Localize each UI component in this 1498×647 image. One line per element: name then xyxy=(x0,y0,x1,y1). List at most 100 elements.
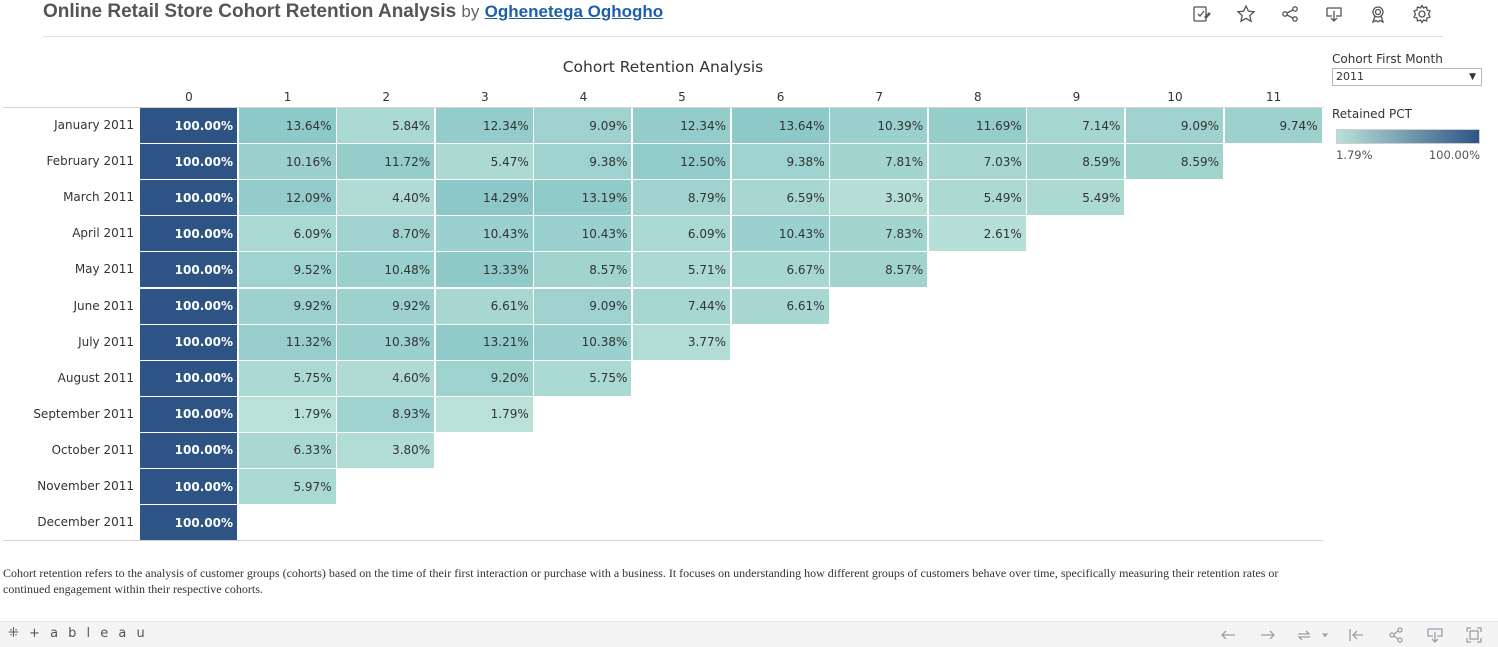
tableau-logo[interactable]: ⁜ + a b l e a u xyxy=(8,626,148,641)
heatmap-cell[interactable]: 7.44% xyxy=(633,288,730,324)
heatmap-cell[interactable]: 9.38% xyxy=(731,144,829,180)
heatmap-cell[interactable]: 14.29% xyxy=(435,180,533,216)
heatmap-cell[interactable]: 2.61% xyxy=(928,216,1026,252)
heatmap-cell[interactable]: 100.00% xyxy=(140,469,237,504)
tableau-logo-icon: ⁜ xyxy=(8,626,22,641)
heatmap-cell[interactable]: 5.84% xyxy=(337,108,435,143)
heatmap-cell[interactable]: 100.00% xyxy=(140,180,237,216)
heatmap-cell[interactable]: 10.43% xyxy=(435,216,533,252)
heatmap-cell[interactable]: 13.64% xyxy=(238,108,336,143)
heatmap-cell[interactable]: 12.50% xyxy=(633,144,730,180)
heatmap-cell[interactable]: 8.57% xyxy=(830,252,928,288)
heatmap-cell[interactable]: 1.79% xyxy=(435,396,533,432)
heatmap-cell[interactable]: 6.59% xyxy=(731,180,829,216)
heatmap-cell[interactable]: 9.09% xyxy=(1126,108,1223,143)
heatmap-cell[interactable]: 11.32% xyxy=(238,324,336,360)
replay-dropdown-icon[interactable] xyxy=(1318,625,1332,645)
cohort-month-select[interactable]: 2011 ▼ xyxy=(1332,68,1482,86)
heatmap-cell[interactable]: 10.38% xyxy=(337,324,435,360)
heatmap-cell[interactable]: 7.14% xyxy=(1027,108,1125,143)
heatmap-cell[interactable]: 6.61% xyxy=(731,288,829,324)
star-icon[interactable] xyxy=(1236,4,1256,24)
gear-icon[interactable] xyxy=(1412,4,1432,24)
heatmap-cell[interactable]: 3.30% xyxy=(830,180,928,216)
heatmap-cell[interactable]: 1.79% xyxy=(238,396,336,432)
heatmap-cell[interactable]: 5.97% xyxy=(238,469,336,504)
heatmap-cell[interactable]: 8.93% xyxy=(337,396,435,432)
heatmap-cell[interactable]: 12.09% xyxy=(238,180,336,216)
heatmap-cell[interactable]: 10.43% xyxy=(534,216,632,252)
heatmap-cell[interactable]: 5.75% xyxy=(238,360,336,396)
heatmap-cell[interactable]: 6.09% xyxy=(238,216,336,252)
heatmap-cell[interactable]: 9.09% xyxy=(534,288,632,324)
heatmap-cell[interactable]: 10.43% xyxy=(731,216,829,252)
heatmap-cell[interactable]: 8.57% xyxy=(534,252,632,288)
heatmap-cell[interactable]: 5.75% xyxy=(534,360,632,396)
heatmap-cell[interactable]: 11.69% xyxy=(928,108,1026,143)
heatmap-cell[interactable]: 7.81% xyxy=(830,144,928,180)
heatmap-cell[interactable]: 4.60% xyxy=(337,360,435,396)
heatmap-cell[interactable]: 100.00% xyxy=(140,144,237,180)
heatmap-cell[interactable]: 12.34% xyxy=(633,108,730,143)
heatmap-cell[interactable]: 10.48% xyxy=(337,252,435,288)
heatmap-cell[interactable]: 5.47% xyxy=(435,144,533,180)
heatmap-cell[interactable]: 10.38% xyxy=(534,324,632,360)
heatmap-cell[interactable]: 100.00% xyxy=(140,360,237,396)
redo-icon[interactable] xyxy=(1258,625,1278,645)
download-icon[interactable] xyxy=(1324,4,1344,24)
heatmap-cell[interactable]: 9.92% xyxy=(337,288,435,324)
heatmap-cell[interactable]: 100.00% xyxy=(140,252,237,288)
heatmap-cell[interactable]: 9.09% xyxy=(534,108,632,143)
heatmap-cell[interactable]: 5.71% xyxy=(633,252,730,288)
heatmap-cell[interactable]: 100.00% xyxy=(140,216,237,252)
heatmap-cell[interactable]: 9.38% xyxy=(534,144,632,180)
undo-icon[interactable] xyxy=(1218,625,1238,645)
heatmap-cell[interactable]: 4.40% xyxy=(337,180,435,216)
heatmap-cell[interactable]: 5.49% xyxy=(1027,180,1125,216)
heatmap-cell[interactable]: 9.52% xyxy=(238,252,336,288)
heatmap-cell[interactable]: 10.39% xyxy=(830,108,928,143)
heatmap-cell[interactable]: 3.77% xyxy=(633,324,730,360)
share-icon[interactable] xyxy=(1280,4,1300,24)
heatmap-cell[interactable]: 9.92% xyxy=(238,288,336,324)
heatmap-cell[interactable]: 5.49% xyxy=(928,180,1026,216)
edit-icon[interactable] xyxy=(1191,4,1211,24)
heatmap-cell[interactable]: 100.00% xyxy=(140,396,237,432)
author-link[interactable]: Oghenetega Oghogho xyxy=(484,2,664,21)
heatmap-cell[interactable]: 8.79% xyxy=(633,180,730,216)
heatmap-cell[interactable]: 100.00% xyxy=(140,108,237,143)
fullscreen-icon[interactable] xyxy=(1464,625,1484,645)
heatmap-cell[interactable]: 9.74% xyxy=(1224,108,1322,143)
heatmap-cell[interactable]: 100.00% xyxy=(140,432,237,468)
footer-download-icon[interactable] xyxy=(1425,625,1445,645)
heatmap-cell[interactable]: 8.70% xyxy=(337,216,435,252)
heatmap-cell[interactable]: 7.83% xyxy=(830,216,928,252)
heatmap-cell[interactable]: 13.64% xyxy=(731,108,829,143)
row-label: March 2011 xyxy=(63,190,134,205)
legend-title: Retained PCT xyxy=(1332,107,1412,121)
heatmap-cell[interactable]: 100.00% xyxy=(140,324,237,360)
heatmap-cell[interactable]: 100.00% xyxy=(140,505,237,541)
replay-icon[interactable] xyxy=(1294,625,1314,645)
heatmap-cell[interactable]: 13.21% xyxy=(435,324,533,360)
heatmap-cell[interactable]: 8.59% xyxy=(1126,144,1223,180)
heatmap-cell[interactable]: 6.33% xyxy=(238,432,336,468)
revert-icon[interactable] xyxy=(1346,625,1366,645)
footer-share-icon[interactable] xyxy=(1386,625,1406,645)
heatmap-cell[interactable]: 7.03% xyxy=(928,144,1026,180)
badge-icon[interactable] xyxy=(1368,4,1388,24)
heatmap-cell[interactable]: 8.59% xyxy=(1027,144,1125,180)
heatmap-cell[interactable]: 100.00% xyxy=(140,288,237,324)
description-text: Cohort retention refers to the analysis … xyxy=(3,566,1279,596)
column-header-5: 5 xyxy=(678,90,686,104)
heatmap-cell[interactable]: 6.09% xyxy=(633,216,730,252)
heatmap-cell[interactable]: 13.33% xyxy=(435,252,533,288)
heatmap-cell[interactable]: 11.72% xyxy=(337,144,435,180)
heatmap-cell[interactable]: 12.34% xyxy=(435,108,533,143)
heatmap-cell[interactable]: 13.19% xyxy=(534,180,632,216)
heatmap-cell[interactable]: 3.80% xyxy=(337,432,435,468)
heatmap-cell[interactable]: 6.67% xyxy=(731,252,829,288)
heatmap-cell[interactable]: 10.16% xyxy=(238,144,336,180)
heatmap-cell[interactable]: 9.20% xyxy=(435,360,533,396)
heatmap-cell[interactable]: 6.61% xyxy=(435,288,533,324)
